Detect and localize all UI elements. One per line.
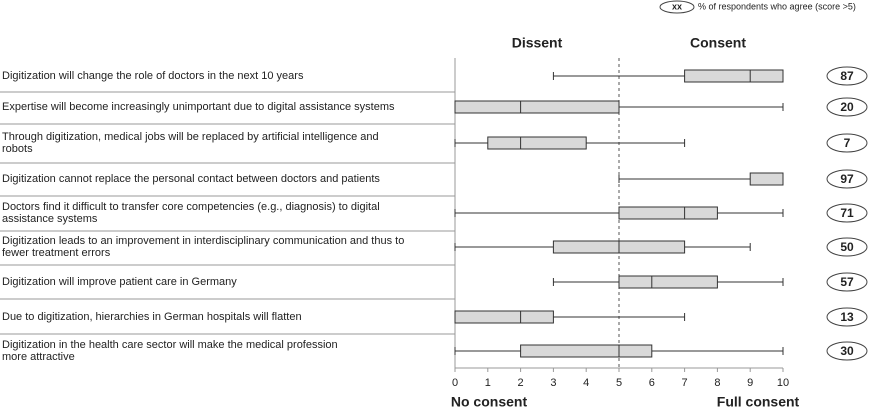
statement: Digitization will improve patient care i… [2, 276, 237, 288]
agree-percent: 71 [840, 206, 854, 220]
statement: Doctors find it difficult to transfer co… [2, 201, 380, 213]
percent-badge [826, 97, 868, 117]
box [520, 344, 653, 358]
right-axis-label: Full consent [717, 394, 800, 410]
percent-badge [826, 66, 868, 86]
x-tick-label: 5 [616, 377, 622, 389]
box [454, 100, 620, 114]
agree-percent: 30 [840, 344, 854, 358]
statement: Through digitization, medical jobs will … [2, 131, 379, 143]
agree-percent: 87 [840, 69, 854, 83]
statement: Digitization in the health care sector w… [2, 339, 338, 351]
statement: Due to digitization, hierarchies in Germ… [2, 311, 302, 323]
box [487, 136, 587, 150]
x-tick-label: 0 [452, 377, 458, 389]
statement: more attractive [2, 351, 75, 363]
box [618, 206, 718, 220]
x-tick-label: 10 [777, 377, 789, 389]
x-tick-label: 3 [550, 377, 556, 389]
statement: fewer treatment errors [2, 247, 111, 259]
x-tick-label: 6 [649, 377, 655, 389]
x-tick-label: 1 [485, 377, 491, 389]
percent-badge [826, 307, 868, 327]
x-tick-label: 2 [518, 377, 524, 389]
x-tick-label: 7 [682, 377, 688, 389]
box [749, 172, 784, 186]
percent-badge [826, 341, 868, 361]
box [618, 275, 718, 289]
statement: Digitization cannot replace the personal… [2, 173, 380, 185]
agree-percent: 13 [840, 310, 854, 324]
left-axis-label: No consent [451, 394, 528, 410]
statement: Expertise will become increasingly unimp… [2, 101, 395, 113]
percent-badge [826, 237, 868, 257]
agree-percent: 20 [840, 100, 854, 114]
legend-key-shape [659, 0, 695, 14]
agree-percent: 57 [840, 275, 854, 289]
x-tick-label: 9 [747, 377, 753, 389]
statement: robots [2, 143, 33, 155]
legend-key: xx [672, 1, 682, 11]
agree-percent: 50 [840, 240, 854, 254]
x-tick-label: 4 [583, 377, 589, 389]
percent-badge [826, 272, 868, 292]
box [684, 69, 784, 83]
x-tick-label: 8 [714, 377, 720, 389]
statement: assistance systems [2, 213, 98, 225]
percent-badge [826, 203, 868, 223]
right-header: Consent [690, 35, 746, 51]
statement: Digitization will change the role of doc… [2, 70, 304, 82]
agree-percent: 7 [844, 136, 851, 150]
percent-badge [826, 169, 868, 189]
box [454, 310, 554, 324]
statement: Digitization leads to an improvement in … [2, 235, 404, 247]
legend-text: % of respondents who agree (score >5) [698, 1, 856, 11]
agree-percent: 97 [840, 172, 854, 186]
percent-badge [826, 133, 868, 153]
left-header: Dissent [512, 35, 563, 51]
